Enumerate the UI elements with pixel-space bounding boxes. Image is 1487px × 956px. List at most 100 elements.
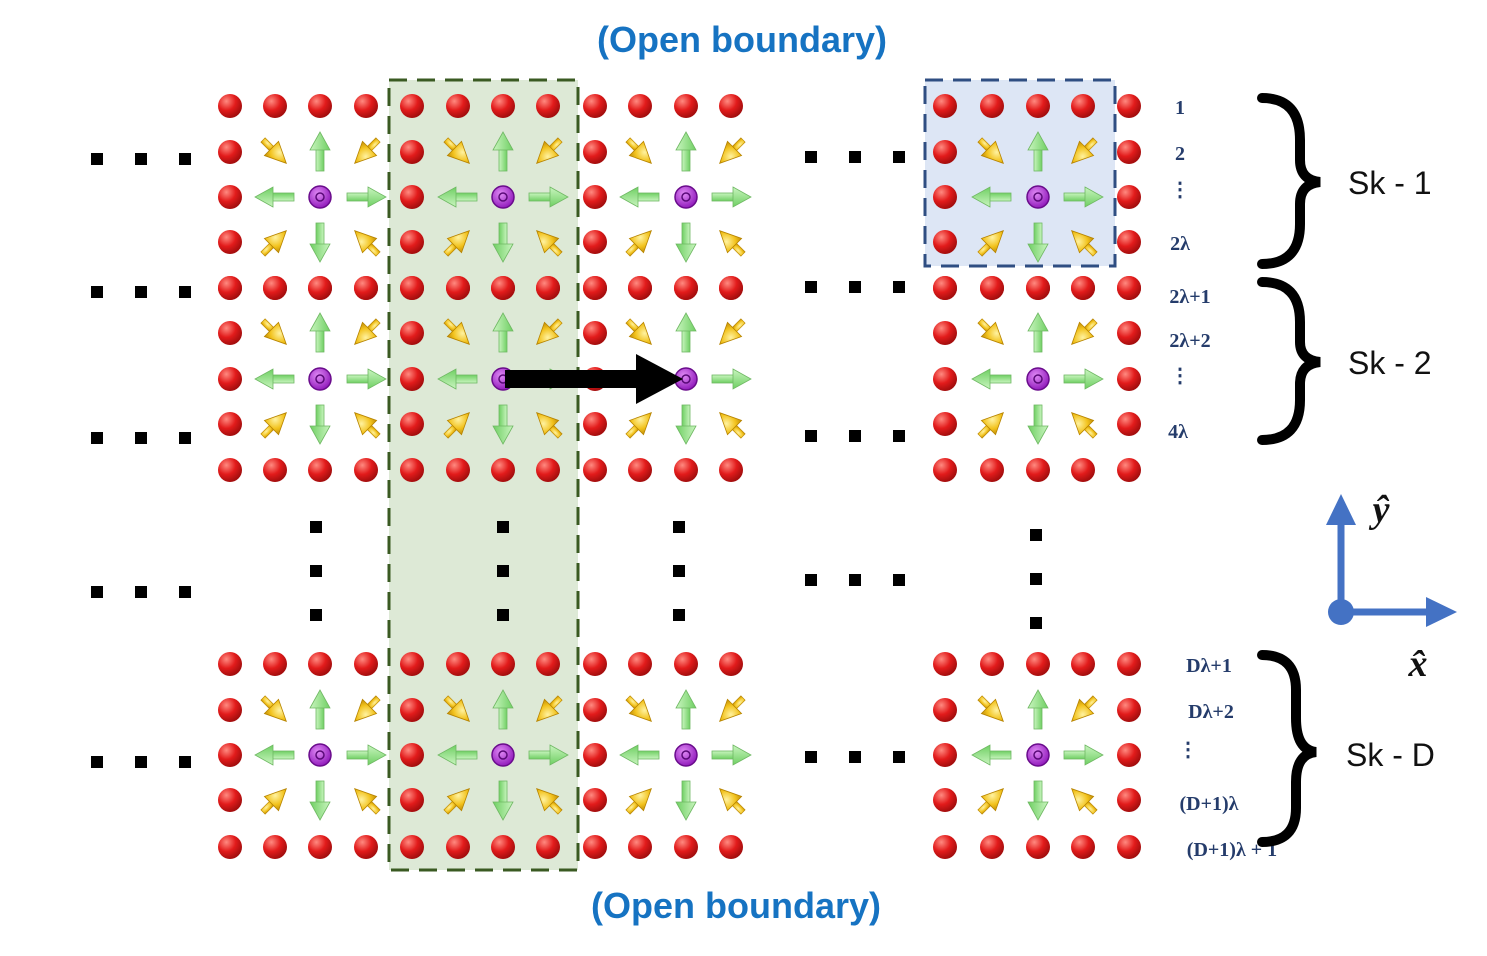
red-atom-icon xyxy=(674,276,698,300)
green-arrow-icon xyxy=(254,368,295,390)
ellipsis-dot xyxy=(310,609,322,621)
green-arrow-icon xyxy=(492,689,514,730)
green-arrow-icon xyxy=(675,689,697,730)
green-arrow-icon xyxy=(711,750,735,760)
yellow-spin-arrow-icon xyxy=(719,318,746,345)
yellow-spin-arrow-icon xyxy=(260,137,287,164)
red-atom-icon xyxy=(933,788,957,812)
green-arrow-icon xyxy=(1033,780,1043,804)
red-atom-icon xyxy=(218,94,242,118)
red-atom-icon xyxy=(628,835,652,859)
yellow-spin-arrow-icon xyxy=(443,318,470,345)
yellow-spin-arrow-icon xyxy=(536,698,560,722)
yellow-spin-arrow-icon xyxy=(446,230,470,254)
yellow-spin-arrow-icon xyxy=(260,318,287,345)
purple-core-icon xyxy=(1026,185,1050,209)
green-arrow-icon xyxy=(1027,312,1049,353)
red-atom-icon xyxy=(218,140,242,164)
green-arrow-icon xyxy=(1033,222,1043,246)
yellow-spin-arrow-icon xyxy=(263,230,287,254)
row-label-d-plus-1-lambda: (D+1)λ xyxy=(1180,793,1239,815)
green-arrow-icon xyxy=(988,192,1012,202)
red-atom-icon xyxy=(400,94,424,118)
ellipsis-dot xyxy=(893,574,905,586)
red-atom-icon xyxy=(218,276,242,300)
purple-core-icon xyxy=(308,367,332,391)
green-arrow-icon xyxy=(315,329,325,353)
red-atom-icon xyxy=(674,458,698,482)
green-arrow-icon xyxy=(681,706,691,730)
yellow-spin-arrow-icon xyxy=(260,788,287,815)
yellow-spin-arrow-icon xyxy=(977,318,1004,345)
purple-core-icon xyxy=(674,743,698,767)
row-label-d-plus-1-lambda-plus-1: (D+1)λ + 1 xyxy=(1187,839,1277,861)
green-arrow-icon xyxy=(492,404,514,445)
red-atom-icon xyxy=(218,835,242,859)
red-atom-icon xyxy=(218,367,242,391)
green-arrow-icon xyxy=(315,780,325,804)
green-arrow-icon xyxy=(492,243,514,263)
green-arrow-icon xyxy=(309,131,331,172)
green-arrow-icon xyxy=(528,186,569,208)
purple-core-icon xyxy=(491,743,515,767)
green-arrow-icon xyxy=(711,192,735,202)
red-atom-icon xyxy=(491,458,515,482)
red-atom-icon xyxy=(308,652,332,676)
ellipsis-dot xyxy=(497,565,509,577)
purple-core-icon xyxy=(498,750,508,760)
yellow-spin-arrow-icon xyxy=(719,230,746,257)
yellow-spin-arrow-icon xyxy=(446,698,470,722)
red-atom-icon xyxy=(308,94,332,118)
purple-core-icon xyxy=(315,192,325,202)
yellow-spin-arrow-icon xyxy=(260,230,287,257)
green-arrow-icon xyxy=(675,780,697,821)
red-atom-icon xyxy=(933,94,957,118)
ellipsis-dot xyxy=(135,432,147,444)
purple-core-icon xyxy=(491,185,515,209)
yellow-spin-arrow-icon xyxy=(628,698,652,722)
green-arrow-icon xyxy=(1027,689,1049,730)
ellipsis-dot xyxy=(1030,617,1042,629)
green-arrow-icon xyxy=(346,186,387,208)
green-arrow-icon xyxy=(1027,801,1049,821)
yellow-spin-arrow-icon xyxy=(446,412,470,436)
green-arrow-icon xyxy=(309,780,331,821)
ellipsis-dot xyxy=(849,751,861,763)
ellipsis-dot xyxy=(673,565,685,577)
green-arrow-icon xyxy=(1033,329,1043,353)
red-atom-icon xyxy=(536,276,560,300)
yellow-spin-arrow-icon xyxy=(1071,137,1098,164)
yellow-spin-arrow-icon xyxy=(354,230,381,257)
green-arrow-icon xyxy=(454,192,478,202)
green-arrow-icon xyxy=(528,750,552,760)
ellipsis-dot xyxy=(805,574,817,586)
red-atom-icon xyxy=(933,230,957,254)
red-atom-icon xyxy=(218,788,242,812)
yellow-spin-arrow-icon xyxy=(1071,140,1095,164)
red-atom-icon xyxy=(400,276,424,300)
purple-core-icon xyxy=(674,185,698,209)
yellow-spin-arrow-icon xyxy=(977,788,1004,815)
yellow-spin-arrow-icon xyxy=(263,321,287,345)
red-atom-icon xyxy=(446,94,470,118)
yellow-spin-arrow-icon xyxy=(536,412,563,439)
red-atom-icon xyxy=(1117,367,1141,391)
ellipsis-dot xyxy=(310,565,322,577)
purple-core-icon xyxy=(1026,185,1050,209)
green-arrow-icon xyxy=(346,374,370,384)
green-arrow-icon xyxy=(254,186,295,208)
purple-core-icon xyxy=(1033,750,1043,760)
yellow-spin-arrow-icon xyxy=(263,698,287,722)
yellow-spin-arrow-icon xyxy=(354,321,378,345)
yellow-spin-arrow-icon xyxy=(536,230,563,257)
red-atom-icon xyxy=(446,458,470,482)
red-atom-icon xyxy=(1117,276,1141,300)
green-arrow-icon xyxy=(681,148,691,172)
red-atom-icon xyxy=(536,458,560,482)
green-arrow-icon xyxy=(988,374,1012,384)
green-arrow-icon xyxy=(675,689,697,709)
purple-core-icon xyxy=(498,192,508,202)
green-arrow-icon xyxy=(619,744,639,766)
green-arrow-icon xyxy=(1027,222,1049,263)
green-arrow-icon xyxy=(309,312,331,353)
